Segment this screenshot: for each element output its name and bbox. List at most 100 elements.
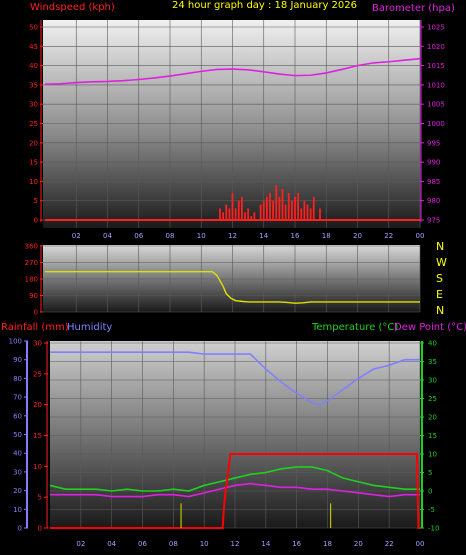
- windspeed-bar: [262, 200, 265, 220]
- rainfall-tick-label: 15: [33, 432, 42, 440]
- humidity-tick-label: 60: [13, 412, 22, 420]
- temperature-tick-label: 40: [428, 340, 437, 348]
- x-tick-label: 22: [385, 540, 394, 548]
- barometer-tick-label: 1005: [427, 101, 445, 109]
- wind-pressure-plot-area: [43, 20, 420, 228]
- barometer-tick-label: 1015: [427, 62, 445, 70]
- rain-humidity-temp-series: [49, 351, 420, 529]
- windspeed-bar: [300, 208, 303, 220]
- compass-n-bottom: N: [436, 304, 444, 317]
- humidity-tick-label: 10: [13, 506, 22, 514]
- windspeed-tick-label: 0: [34, 217, 38, 225]
- graph-title: 24 hour graph day : 18 January 2026: [172, 0, 357, 11]
- windspeed-bar: [231, 192, 234, 220]
- temperature-tick-label: 10: [428, 451, 437, 459]
- windspeed-bar: [290, 200, 293, 220]
- compass-n-top: N: [436, 240, 444, 253]
- rainfall-tick-label: 30: [33, 340, 42, 348]
- humidity-tick-label: 20: [13, 487, 22, 495]
- wind-direction-grid: [43, 245, 421, 313]
- windspeed-tick-label: 50: [29, 24, 38, 32]
- windspeed-bar: [312, 196, 315, 220]
- windspeed-bar: [225, 204, 228, 220]
- windspeed-bar: [306, 204, 309, 220]
- temperature-tick-label: 25: [428, 395, 437, 403]
- barometer-tick-label: 985: [427, 178, 440, 186]
- humidity-tick-label: 40: [13, 450, 22, 458]
- windspeed-bar: [281, 189, 284, 220]
- humidity-line: [50, 351, 420, 406]
- windspeed-bar: [222, 212, 225, 220]
- x-tick-label: 20: [353, 232, 362, 240]
- rainfall-tick-label: 0: [38, 525, 42, 533]
- barometer-tick-label: 1020: [427, 43, 445, 51]
- direction-tick-label: 0: [34, 309, 38, 317]
- barometer-tick-label: 990: [427, 159, 440, 167]
- humidity-ticks: 0 10 20 30 40 50 60 70 80 90 100: [9, 338, 28, 533]
- windspeed-tick-label: 25: [29, 120, 38, 128]
- x-tick-label: 10: [197, 232, 206, 240]
- rainfall-ticks: 0 5 10 15 20 25 30: [33, 340, 48, 533]
- windspeed-bar: [319, 208, 321, 220]
- x-tick-label: 06: [134, 232, 143, 240]
- direction-tick-label: 90: [29, 292, 38, 300]
- humidity-axis-label: Humidity: [67, 322, 112, 333]
- windspeed-bar: [303, 200, 306, 220]
- temperature-tick-label: -5: [428, 506, 435, 514]
- x-tick-label: 12: [231, 540, 240, 548]
- wind-pressure-x-ticks: 02 04 06 08 10 12 14 16 18 20 22 00: [72, 232, 425, 240]
- windspeed-axis-label: Windspeed (kph): [30, 2, 115, 13]
- barometer-tick-label: 1000: [427, 120, 445, 128]
- x-tick-label: 04: [103, 232, 112, 240]
- x-tick-label: 18: [322, 232, 331, 240]
- wind-pressure-series: [44, 57, 421, 221]
- windspeed-bar: [297, 192, 300, 220]
- rainfall-line: [50, 453, 420, 529]
- x-tick-label: 04: [107, 540, 116, 548]
- windspeed-ticks: 0 5 10 15 20 25 30 35 40 45 50: [29, 20, 43, 225]
- rainfall-tick-label: 10: [33, 463, 42, 471]
- x-tick-label: 08: [169, 540, 178, 548]
- barometer-tick-label: 1025: [427, 24, 445, 32]
- x-tick-label: 20: [354, 540, 363, 548]
- temperature-tick-label: 20: [428, 414, 437, 422]
- compass-w: W: [436, 256, 447, 269]
- windspeed-tick-label: 15: [29, 159, 38, 167]
- windspeed-bar: [275, 185, 278, 220]
- direction-tick-label: 180: [25, 276, 38, 284]
- humidity-tick-label: 30: [13, 468, 22, 476]
- windspeed-bar: [244, 212, 246, 220]
- temperature-ticks: -10 -5 0 5 10 15 20 25 30 35 40: [420, 340, 439, 533]
- humidity-tick-label: 50: [13, 431, 22, 439]
- windspeed-bar: [265, 196, 268, 220]
- rainfall-tick-label: 20: [33, 401, 42, 409]
- temperature-tick-label: -10: [428, 525, 439, 533]
- windspeed-tick-label: 10: [29, 178, 38, 186]
- windspeed-bar: [234, 208, 237, 220]
- humidity-tick-label: 100: [9, 338, 22, 346]
- x-tick-label: 06: [138, 540, 147, 548]
- barometer-tick-label: 1010: [427, 81, 445, 89]
- x-tick-label: 12: [228, 232, 237, 240]
- windspeed-bar: [250, 216, 253, 220]
- dewpoint-axis-label: Dew Point (°C): [394, 322, 466, 333]
- windspeed-bar: [253, 212, 256, 220]
- compass-e: E: [436, 288, 443, 301]
- x-tick-label: 14: [261, 540, 270, 548]
- wind-pressure-grid: [43, 20, 421, 228]
- temperature-tick-label: 35: [428, 358, 437, 366]
- humidity-tick-label: 90: [13, 356, 22, 364]
- rainfall-tick-label: 25: [33, 370, 42, 378]
- humidity-tick-label: 0: [18, 525, 22, 533]
- temperature-line: [49, 466, 420, 492]
- wind-direction-series: [45, 270, 420, 304]
- windspeed-tick-label: 30: [29, 101, 38, 109]
- windspeed-bar: [247, 208, 250, 220]
- direction-tick-label: 270: [25, 259, 38, 267]
- wind-direction-plot-area: [43, 245, 420, 312]
- wind-direction-line: [45, 270, 420, 304]
- x-tick-label: 10: [200, 540, 209, 548]
- barometer-tick-label: 975: [427, 217, 440, 225]
- windspeed-tick-label: 45: [29, 43, 38, 51]
- rainfall-axis-label: Rainfall (mm): [1, 322, 69, 333]
